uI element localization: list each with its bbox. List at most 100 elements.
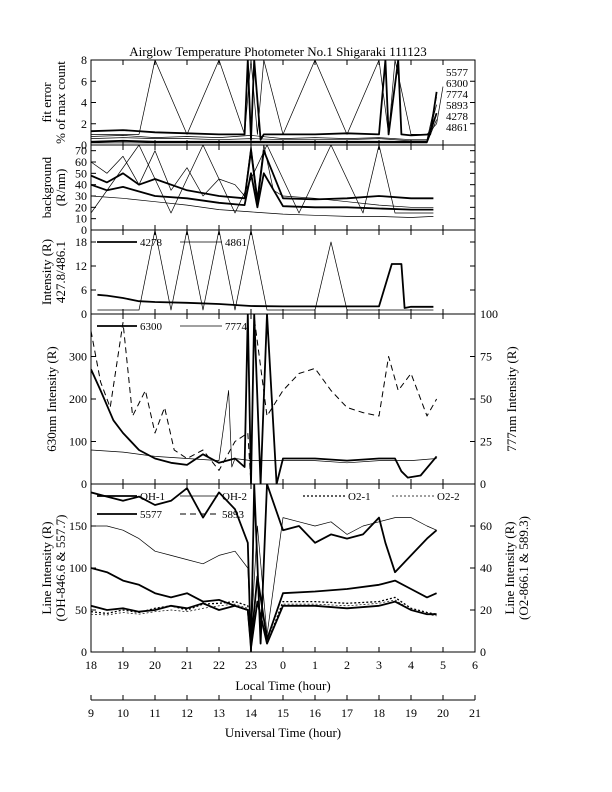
legend-label: 4278	[446, 111, 469, 123]
y-tick-label: 70	[75, 144, 87, 158]
y-tick-label: 0	[81, 645, 87, 659]
x-tick-label-local: 20	[149, 658, 161, 672]
legend-label: 6300	[140, 321, 163, 333]
x-tick-label-universal: 11	[149, 706, 161, 720]
y-tick-label: 12	[75, 259, 87, 273]
legend-label: 7774	[225, 321, 248, 333]
y-axis-label: (OH-846.6 & 557.7)	[53, 515, 68, 622]
y-tick-label: 100	[69, 435, 87, 449]
series-line-4861	[97, 230, 434, 311]
x-tick-label-universal: 21	[469, 706, 481, 720]
x-tick-label-universal: 14	[245, 706, 257, 720]
series-line-OH-2	[91, 600, 437, 649]
legend-label: 5893	[222, 509, 245, 521]
y-tick-label-right: 75	[480, 350, 492, 364]
y-tick-label: 200	[69, 392, 87, 406]
y-tick-label: 0	[81, 138, 87, 152]
series-line-4278	[91, 112, 438, 143]
y-tick-label: 150	[69, 519, 87, 533]
x-tick-label-local: 2	[344, 658, 350, 672]
legend-label: 4278	[140, 237, 163, 249]
y-tick-label: 300	[69, 350, 87, 364]
series-group	[91, 145, 434, 218]
legend-label: 5577	[446, 67, 469, 79]
y-tick-label: 0	[81, 223, 87, 237]
y-tick-label: 6	[81, 74, 87, 88]
series-line-O2-2	[91, 599, 437, 649]
x-tick-label-local: 18	[85, 658, 97, 672]
series-line-4861	[91, 119, 437, 144]
y-axis-label: Intensity (R)	[39, 239, 54, 305]
y-axis-label-right: (O2-866.1 & 589.3)	[516, 516, 531, 620]
y-tick-label: 20	[75, 200, 87, 214]
x-axis-label-local: Local Time (hour)	[235, 678, 330, 693]
series-group	[91, 60, 444, 144]
series-group	[91, 314, 438, 484]
y-tick-label: 8	[81, 53, 87, 67]
series-line-line-2	[91, 172, 434, 211]
y-tick-label-right: 60	[480, 519, 492, 533]
x-tick-label-local: 5	[440, 658, 446, 672]
x-tick-label-local: 3	[376, 658, 382, 672]
x-tick-label-universal: 17	[341, 706, 353, 720]
series-line-6300	[91, 60, 438, 141]
series-line-6300	[91, 314, 438, 484]
y-tick-label: 0	[81, 307, 87, 321]
x-tick-label-universal: 15	[277, 706, 289, 720]
y-tick-label-right: 50	[480, 392, 492, 406]
x-tick-label-universal: 18	[373, 706, 385, 720]
series-line-5893	[91, 517, 437, 636]
y-axis-label: (R/nm)	[53, 169, 68, 207]
x-tick-label-universal: 19	[405, 706, 417, 720]
legend-label: 5577	[140, 509, 163, 521]
series-group	[91, 484, 438, 652]
y-axis-label: fit error	[39, 82, 54, 123]
x-tick-label-universal: 13	[213, 706, 225, 720]
legend-label: OH-2	[222, 491, 247, 503]
legend-label: O2-1	[348, 491, 371, 503]
legend-label: 5893	[446, 100, 469, 112]
series-line-line-0	[91, 145, 434, 208]
x-tick-label-local: 23	[245, 658, 257, 672]
y-tick-label: 4	[81, 96, 87, 110]
series-line-7774	[91, 97, 437, 141]
y-tick-label: 50	[75, 166, 87, 180]
x-tick-label-universal: 12	[181, 706, 193, 720]
y-tick-label: 40	[75, 178, 87, 192]
series-line-line-3	[91, 195, 434, 218]
y-tick-label-right: 40	[480, 561, 492, 575]
panel-fit-error: 0 2 4 6 8 fit error% of max count 557763007774…	[39, 53, 476, 152]
y-tick-label: 18	[75, 235, 87, 249]
y-tick-label-right: 100	[480, 307, 498, 321]
series-line-7774	[91, 390, 437, 468]
series-line-4278	[97, 263, 434, 309]
y-tick-label: 30	[75, 189, 87, 203]
legend-label: OH-1	[140, 491, 165, 503]
legend-label: 4861	[446, 122, 468, 134]
chart-title: Airglow Temperature Photometer No.1 Shig…	[129, 44, 427, 59]
y-axis-label: 427.8/486.1	[53, 241, 68, 303]
x-tick-label-universal: 10	[117, 706, 129, 720]
x-tick-label-local: 1	[312, 658, 318, 672]
y-tick-label-right: 25	[480, 435, 492, 449]
series-line-5577	[91, 484, 438, 652]
legend-label: 7774	[446, 89, 469, 101]
legend-label: 4861	[225, 237, 247, 249]
x-tick-label-local: 22	[213, 658, 225, 672]
x-tick-label-local: 6	[472, 658, 478, 672]
y-tick-label-right: 0	[480, 477, 486, 491]
x-tick-label-local: 21	[181, 658, 193, 672]
series-line-7774-dashed	[91, 316, 438, 484]
x-tick-label-universal: 20	[437, 706, 449, 720]
y-axis-label: % of max count	[53, 61, 68, 144]
series-line-5893	[91, 104, 437, 142]
legend-label: O2-2	[437, 491, 460, 503]
y-tick-label: 50	[75, 603, 87, 617]
y-axis-label-right: 777nm Intensity (R)	[504, 346, 519, 451]
y-axis-label: Line Intensity (R)	[39, 521, 54, 614]
